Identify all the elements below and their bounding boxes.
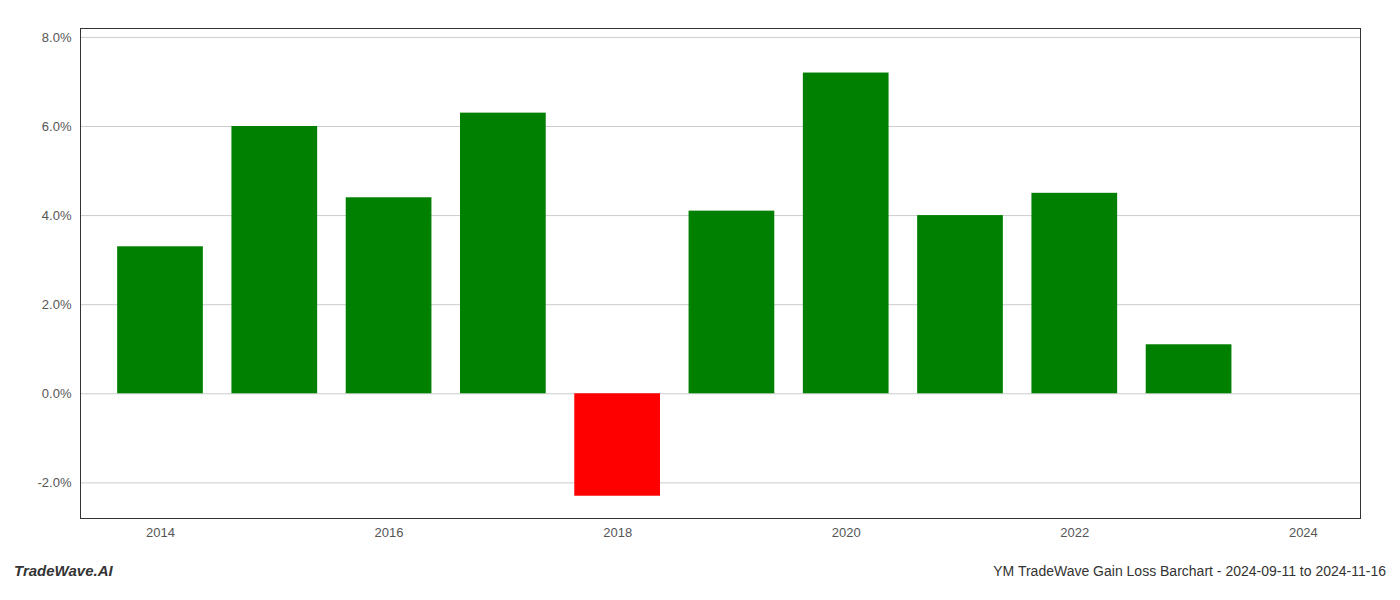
svg-text:2014: 2014 — [146, 525, 175, 540]
svg-text:2024: 2024 — [1289, 525, 1318, 540]
svg-text:-2.0%: -2.0% — [38, 475, 72, 490]
svg-text:2.0%: 2.0% — [42, 297, 72, 312]
html-text:TradeWave.AI: TradeWave.AI — [14, 562, 113, 579]
svg-text:6.0%: 6.0% — [42, 119, 72, 134]
svg-text:2016: 2016 — [375, 525, 404, 540]
html-text:YM TradeWave Gain Loss Barchar: YM TradeWave Gain Loss Barchart - 2024-0… — [993, 563, 1386, 579]
svg-text:0.0%: 0.0% — [42, 386, 72, 401]
svg-text:8.0%: 8.0% — [42, 30, 72, 45]
svg-text:4.0%: 4.0% — [42, 208, 72, 223]
svg-text:2020: 2020 — [832, 525, 861, 540]
svg-text:2018: 2018 — [603, 525, 632, 540]
svg-text:2022: 2022 — [1060, 525, 1089, 540]
